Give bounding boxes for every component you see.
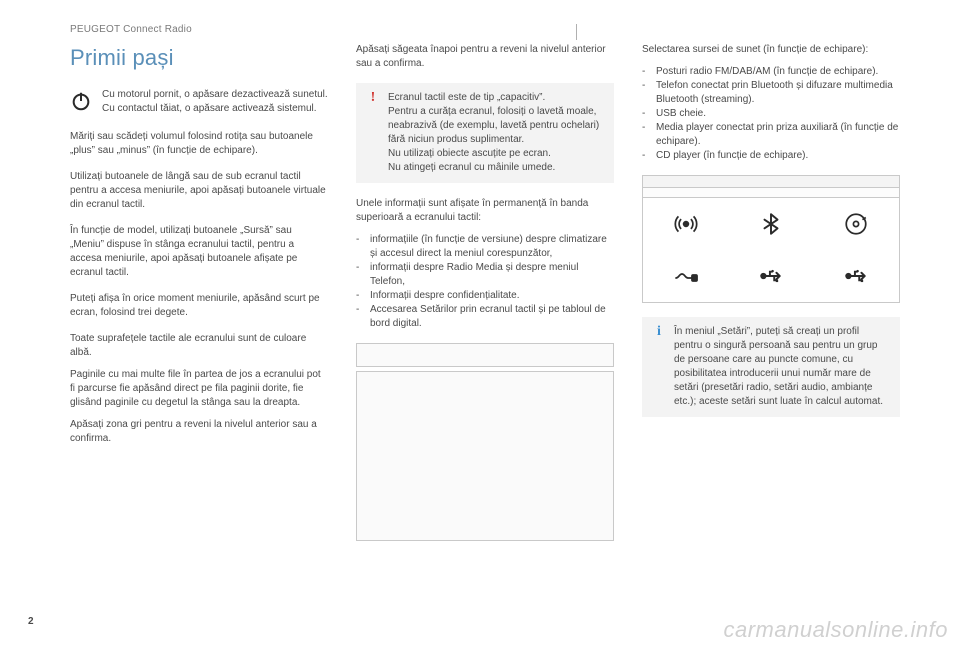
column-2: Apăsați săgeata înapoi pentru a reveni l… (356, 43, 614, 541)
source-icons-panel (642, 175, 900, 303)
bullet-text: Media player conectat prin priza auxilia… (656, 121, 900, 149)
bullet-text: USB cheie. (656, 107, 706, 121)
band-bullets: -informațiile (în funcție de versiune) d… (356, 233, 614, 331)
info-body: În meniul „Setări”, puteți să creați un … (674, 325, 890, 409)
cd-disc-icon (814, 198, 899, 250)
col2-intro: Apăsați săgeata înapoi pentru a reveni l… (356, 43, 614, 71)
bluetooth-icon (728, 198, 813, 250)
panel-subheader-strip (643, 188, 899, 198)
col1-p2: Utilizați butoanele de lângă sau de sub … (70, 170, 328, 212)
placeholder-box-large (356, 371, 614, 541)
columns: Primii pași Cu motorul pornit, o apăsare… (70, 43, 900, 541)
manual-page: PEUGEOT Connect Radio Primii pași Cu mot… (0, 0, 960, 649)
bullet-item: -Posturi radio FM/DAB/AM (în funcție de … (642, 65, 900, 79)
panel-header-strip (643, 176, 899, 188)
power-note-line2: Cu contactul tăiat, o apăsare activează … (102, 102, 328, 116)
bullet-item: -CD player (în funcție de echipare). (642, 149, 900, 163)
page-number: 2 (28, 616, 34, 627)
warn-line2: Pentru a curăța ecranul, folosiți o lave… (388, 105, 604, 147)
warn-line3: Nu utilizați obiecte ascuțite pe ecran. (388, 147, 604, 161)
bullet-item: -Telefon conectat prin Bluetooth și difu… (642, 79, 900, 107)
warning-callout: ! Ecranul tactil este de tip „capacitiv”… (356, 83, 614, 183)
watermark: carmanualsonline.info (723, 617, 948, 643)
bullet-text: Accesarea Setărilor prin ecranul tactil … (370, 303, 614, 331)
col1-p6: Paginile cu mai multe file în partea de … (70, 368, 328, 410)
bullet-text: CD player (în funcție de echipare). (656, 149, 808, 163)
usb-icon (814, 250, 899, 302)
power-note-line1: Cu motorul pornit, o apăsare dezactiveaz… (102, 88, 328, 102)
power-note-text: Cu motorul pornit, o apăsare dezactiveaz… (102, 88, 328, 116)
col1-p5: Toate suprafețele tactile ale ecranului … (70, 332, 328, 360)
col1-p7: Apăsați zona gri pentru a reveni la nive… (70, 418, 328, 446)
header-separator (576, 24, 577, 40)
sources-intro: Selectarea sursei de sunet (în funcție d… (642, 43, 900, 57)
icon-grid (643, 198, 899, 302)
sources-list: -Posturi radio FM/DAB/AM (în funcție de … (642, 65, 900, 163)
power-note: Cu motorul pornit, o apăsare dezactiveaz… (70, 88, 328, 116)
info-callout: i În meniul „Setări”, puteți să creați u… (642, 317, 900, 417)
column-1: Primii pași Cu motorul pornit, o apăsare… (70, 43, 328, 541)
warn-line1: Ecranul tactil este de tip „capacitiv”. (388, 91, 604, 105)
placeholder-box-small (356, 343, 614, 367)
col1-p3: În funcție de model, utilizați butoanele… (70, 224, 328, 280)
bullet-item: -informațiile (în funcție de versiune) d… (356, 233, 614, 261)
header-label: PEUGEOT Connect Radio (70, 24, 900, 35)
bullet-text: Telefon conectat prin Bluetooth și difuz… (656, 79, 900, 107)
bullet-text: Posturi radio FM/DAB/AM (în funcție de e… (656, 65, 878, 79)
warning-icon: ! (366, 91, 380, 175)
info-icon: i (652, 325, 666, 409)
bullet-item: -USB cheie. (642, 107, 900, 121)
power-icon (70, 90, 92, 112)
col1-p4: Puteți afișa în orice moment meniurile, … (70, 292, 328, 320)
aux-jack-icon (643, 250, 728, 302)
band-intro: Unele informații sunt afișate în permane… (356, 197, 614, 225)
bullet-item: -Media player conectat prin priza auxili… (642, 121, 900, 149)
col1-p1: Măriți sau scădeți volumul folosind roti… (70, 130, 328, 158)
bullet-text: informațiile (în funcție de versiune) de… (370, 233, 614, 261)
bullet-item: -informații despre Radio Media și despre… (356, 261, 614, 289)
bullet-text: Informații despre confidențialitate. (370, 289, 520, 303)
warning-body: Ecranul tactil este de tip „capacitiv”. … (388, 91, 604, 175)
bullet-text: informații despre Radio Media și despre … (370, 261, 614, 289)
page-title: Primii pași (70, 43, 328, 74)
usb-icon (728, 250, 813, 302)
warn-line4: Nu atingeți ecranul cu mâinile umede. (388, 161, 604, 175)
bullet-item: -Informații despre confidențialitate. (356, 289, 614, 303)
column-3: Selectarea sursei de sunet (în funcție d… (642, 43, 900, 541)
bullet-item: -Accesarea Setărilor prin ecranul tactil… (356, 303, 614, 331)
radio-antenna-icon (643, 198, 728, 250)
